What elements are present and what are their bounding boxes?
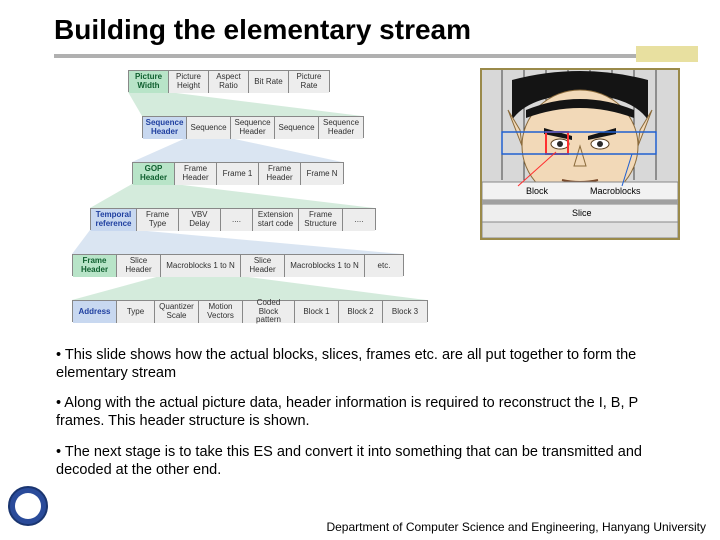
- diagram-area: Picture WidthPicture HeightAspect RatioB…: [72, 68, 680, 336]
- expand-trapezoid: [90, 184, 374, 208]
- cell-5-4: Coded Block pattern: [243, 301, 295, 323]
- cell-0-1: Picture Height: [169, 71, 209, 93]
- cell-5-6: Block 2: [339, 301, 383, 323]
- cell-0-0: Picture Width: [129, 71, 169, 93]
- cell-3-1: Frame Type: [137, 209, 179, 231]
- cell-2-1: Frame Header: [175, 163, 217, 185]
- cell-5-3: Motion Vectors: [199, 301, 243, 323]
- cell-5-2: Quantizer Scale: [155, 301, 199, 323]
- bullet-2: • Along with the actual picture data, he…: [56, 394, 676, 430]
- cell-1-0: Sequence Header: [143, 117, 187, 139]
- cell-4-4: Macroblocks 1 to N: [285, 255, 365, 277]
- cell-5-7: Block 3: [383, 301, 427, 323]
- title-underline: [54, 54, 698, 58]
- hierarchy-row-4: Frame HeaderSlice HeaderMacroblocks 1 to…: [72, 254, 404, 276]
- hierarchy-row-0: Picture WidthPicture HeightAspect RatioB…: [128, 70, 330, 92]
- cell-4-2: Macroblocks 1 to N: [161, 255, 241, 277]
- cell-3-4: Extension start code: [253, 209, 299, 231]
- cell-0-2: Aspect Ratio: [209, 71, 249, 93]
- cell-1-1: Sequence: [187, 117, 231, 139]
- face-illustration: Block Macroblocks Slice: [480, 68, 680, 240]
- label-block: Block: [526, 186, 549, 196]
- label-slice: Slice: [572, 208, 592, 218]
- hierarchy-diagram: Picture WidthPicture HeightAspect RatioB…: [72, 68, 460, 336]
- cell-0-4: Picture Rate: [289, 71, 329, 93]
- university-logo: [8, 486, 48, 526]
- bullet-1: • This slide shows how the actual blocks…: [56, 346, 676, 382]
- title-accent-block: [636, 46, 698, 62]
- hierarchy-row-5: AddressTypeQuantizer ScaleMotion Vectors…: [72, 300, 428, 322]
- cell-4-3: Slice Header: [241, 255, 285, 277]
- cell-5-5: Block 1: [295, 301, 339, 323]
- expand-trapezoid: [128, 92, 362, 116]
- cell-1-2: Sequence Header: [231, 117, 275, 139]
- cell-0-3: Bit Rate: [249, 71, 289, 93]
- hierarchy-row-3: Temporal referenceFrame TypeVBV Delay...…: [90, 208, 376, 230]
- cell-1-3: Sequence: [275, 117, 319, 139]
- cell-4-0: Frame Header: [73, 255, 117, 277]
- hierarchy-row-2: GOP HeaderFrame HeaderFrame 1Frame Heade…: [132, 162, 344, 184]
- cell-4-5: etc.: [365, 255, 403, 277]
- cell-2-4: Frame N: [301, 163, 343, 185]
- cell-3-0: Temporal reference: [91, 209, 137, 231]
- cell-4-1: Slice Header: [117, 255, 161, 277]
- bullet-3: • The next stage is to take this ES and …: [56, 443, 676, 479]
- cell-2-0: GOP Header: [133, 163, 175, 185]
- cell-3-5: Frame Structure: [299, 209, 343, 231]
- hierarchy-row-1: Sequence HeaderSequenceSequence HeaderSe…: [142, 116, 364, 138]
- cell-2-2: Frame 1: [217, 163, 259, 185]
- expand-trapezoid: [132, 138, 342, 162]
- bullet-list: • This slide shows how the actual blocks…: [56, 346, 676, 491]
- cell-3-2: VBV Delay: [179, 209, 221, 231]
- expand-trapezoid: [72, 276, 426, 300]
- logo-inner-circle: [15, 493, 41, 519]
- cell-2-3: Frame Header: [259, 163, 301, 185]
- cell-1-4: Sequence Header: [319, 117, 363, 139]
- expand-trapezoid: [72, 230, 402, 254]
- cell-5-1: Type: [117, 301, 155, 323]
- slide-title: Building the elementary stream: [0, 0, 720, 54]
- label-macroblocks: Macroblocks: [590, 186, 641, 196]
- footer-text: Department of Computer Science and Engin…: [326, 520, 706, 534]
- cell-5-0: Address: [73, 301, 117, 323]
- cell-3-3: ....: [221, 209, 253, 231]
- cell-3-6: ....: [343, 209, 375, 231]
